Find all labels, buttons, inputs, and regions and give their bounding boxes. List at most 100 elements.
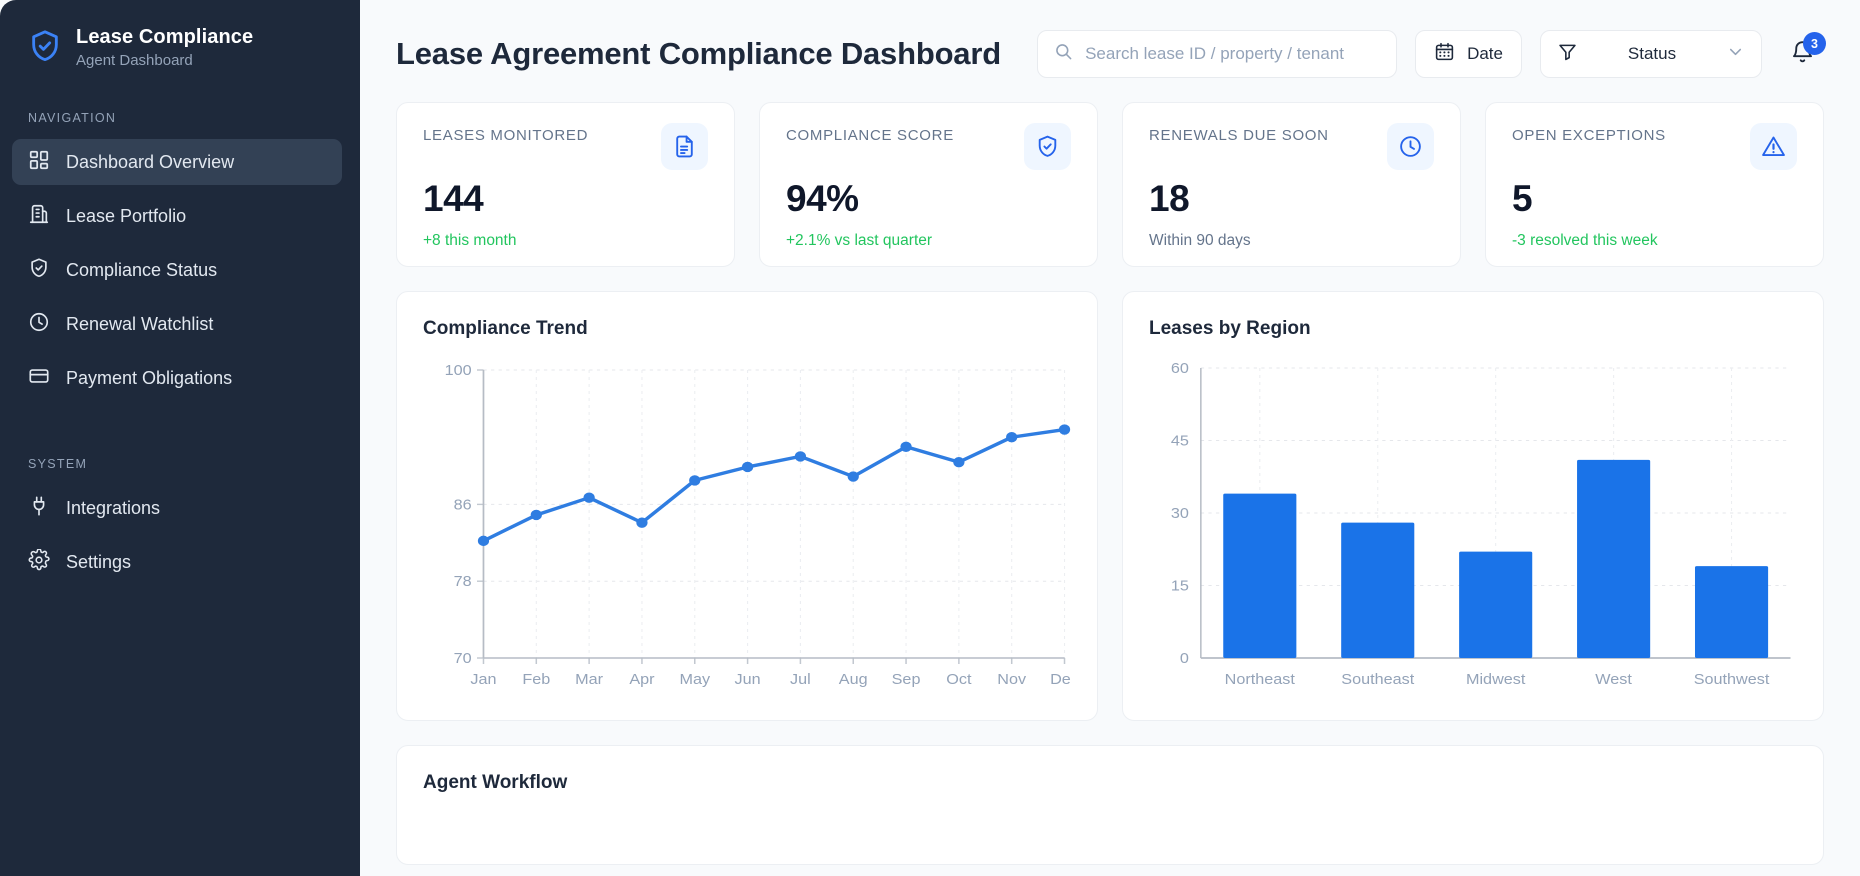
kpi-value: 5: [1512, 178, 1533, 219]
notification-badge: 3: [1803, 32, 1826, 55]
charts-row: Compliance Trend 70 78 86 100 Jan Feb Mar Apr Ma…: [360, 267, 1860, 721]
svg-text:May: May: [679, 672, 710, 688]
kpi-value: 144: [423, 178, 484, 219]
kpi-delta: +2.1% vs last quarter: [786, 232, 933, 249]
kpi-label: LEASES MONITORED: [423, 127, 589, 144]
bell-icon: [1790, 39, 1815, 69]
gear-icon: [28, 547, 50, 576]
brand: Lease Compliance Agent Dashboard: [0, 0, 360, 69]
svg-text:Oct: Oct: [946, 672, 972, 688]
chevron-down-icon: [1726, 42, 1745, 66]
sidebar-item-label: Compliance Status: [66, 259, 218, 280]
topbar: Lease Agreement Compliance Dashboard: [360, 0, 1860, 78]
sidebar-item-label: Settings: [66, 551, 132, 572]
sidebar-item-dashboard-overview[interactable]: Dashboard Overview: [12, 139, 342, 185]
sidebar-item-label: Payment Obligations: [66, 367, 233, 388]
status-filter-dropdown[interactable]: Status: [1540, 30, 1762, 78]
sidebar-item-integrations[interactable]: Integrations: [12, 485, 360, 531]
kpi-value: 18: [1149, 178, 1190, 219]
svg-text:Jan: Jan: [470, 672, 496, 688]
search-icon: [1054, 42, 1073, 66]
chart-title: Leases by Region: [1149, 318, 1311, 339]
svg-text:15: 15: [1171, 578, 1189, 594]
warning-icon: [1750, 123, 1797, 170]
date-filter-button[interactable]: Date: [1415, 30, 1522, 78]
workflow-title: Agent Workflow: [423, 772, 568, 793]
kpi-card-open-exceptions: OPEN EXCEPTIONS 5 -3 resolved this week: [1485, 102, 1824, 267]
sidebar-item-label: Renewal Watchlist: [66, 313, 214, 334]
svg-text:86: 86: [454, 497, 472, 513]
sidebar-item-label: Integrations: [66, 497, 161, 518]
status-filter-label: Status: [1627, 44, 1677, 63]
filter-icon: [1557, 41, 1578, 67]
svg-text:Northeast: Northeast: [1225, 672, 1296, 688]
svg-text:Sep: Sep: [892, 672, 921, 688]
page-title: Lease Agreement Compliance Dashboard: [396, 36, 1001, 71]
bar-chart: 0 15 30 45 60 Northeast Southeast Midwest West So…: [1149, 358, 1797, 708]
building-icon: [28, 203, 50, 230]
line-chart: 70 78 86 100 Jan Feb Mar Apr May Jun Jul Aug Sep Oct N…: [423, 358, 1071, 708]
svg-text:45: 45: [1171, 433, 1189, 449]
kpi-card-renewals-due-soon: RENEWALS DUE SOON 18 Within 90 days: [1122, 102, 1461, 267]
chart-card-leases-by-region: Leases by Region 0 15 30 45 60 Northeast South…: [1122, 291, 1824, 721]
shield-check-icon: [28, 257, 50, 284]
calendar-icon: [1434, 41, 1455, 67]
kpi-card-compliance-score: COMPLIANCE SCORE 94% +2.1% vs last quart…: [759, 102, 1098, 267]
svg-text:Aug: Aug: [839, 672, 868, 688]
kpi-value: 94%: [786, 178, 859, 219]
nav-section-system-label: SYSTEM: [28, 457, 88, 471]
sidebar-item-renewal-watchlist[interactable]: Renewal Watchlist: [12, 301, 360, 347]
plug-icon: [28, 495, 50, 522]
document-icon: [661, 123, 708, 170]
svg-text:Jul: Jul: [790, 672, 811, 688]
kpi-row: LEASES MONITORED 144 +8 this month COMPL…: [360, 78, 1860, 267]
svg-text:Dec: Dec: [1050, 672, 1071, 688]
grid-icon: [28, 149, 50, 176]
brand-title: Lease Compliance: [76, 26, 254, 48]
chart-title: Compliance Trend: [423, 318, 588, 339]
date-filter-label: Date: [1467, 44, 1503, 63]
sidebar-item-payment-obligations[interactable]: Payment Obligations: [12, 355, 360, 401]
clock-icon: [28, 311, 50, 338]
svg-text:Apr: Apr: [629, 672, 654, 688]
search-input[interactable]: [1085, 44, 1381, 64]
svg-text:0: 0: [1180, 651, 1189, 667]
svg-text:60: 60: [1171, 361, 1189, 377]
sidebar-item-compliance-status[interactable]: Compliance Status: [12, 247, 360, 293]
svg-text:Mar: Mar: [575, 672, 603, 688]
svg-text:Southeast: Southeast: [1341, 672, 1415, 688]
sidebar-item-label: Lease Portfolio: [66, 205, 187, 226]
sidebar-item-label: Dashboard Overview: [66, 151, 235, 172]
nav-section-navigation-label: NAVIGATION: [28, 111, 117, 125]
svg-text:30: 30: [1171, 506, 1189, 522]
sidebar-item-settings[interactable]: Settings: [12, 539, 360, 585]
sidebar: Lease Compliance Agent Dashboard NAVIGAT…: [0, 0, 360, 876]
search-box[interactable]: [1037, 30, 1398, 78]
sidebar-item-lease-portfolio[interactable]: Lease Portfolio: [12, 193, 360, 239]
shield-check-icon: [1024, 123, 1071, 170]
kpi-label: OPEN EXCEPTIONS: [1512, 127, 1666, 144]
svg-text:Southwest: Southwest: [1694, 672, 1770, 688]
workflow-card: Agent Workflow: [396, 745, 1824, 865]
notifications-button[interactable]: 3: [1780, 30, 1826, 78]
svg-text:Midwest: Midwest: [1466, 672, 1526, 688]
svg-text:78: 78: [454, 574, 472, 590]
kpi-delta: +8 this month: [423, 232, 517, 249]
kpi-label: RENEWALS DUE SOON: [1149, 127, 1329, 144]
svg-text:Nov: Nov: [997, 672, 1026, 688]
brand-subtitle: Agent Dashboard: [76, 52, 193, 69]
svg-text:Feb: Feb: [522, 672, 550, 688]
kpi-label: COMPLIANCE SCORE: [786, 127, 954, 144]
chart-card-compliance-trend: Compliance Trend 70 78 86 100 Jan Feb Mar Apr Ma…: [396, 291, 1098, 721]
shield-check-icon: [28, 29, 62, 67]
svg-text:Jun: Jun: [735, 672, 761, 688]
svg-text:70: 70: [454, 651, 472, 667]
kpi-card-leases-monitored: LEASES MONITORED 144 +8 this month: [396, 102, 735, 267]
svg-text:West: West: [1595, 672, 1632, 688]
clock-icon: [1387, 123, 1434, 170]
main-content: Lease Agreement Compliance Dashboard: [360, 0, 1860, 876]
card-icon: [28, 365, 50, 392]
kpi-delta: Within 90 days: [1149, 232, 1251, 249]
kpi-delta: -3 resolved this week: [1512, 232, 1658, 249]
